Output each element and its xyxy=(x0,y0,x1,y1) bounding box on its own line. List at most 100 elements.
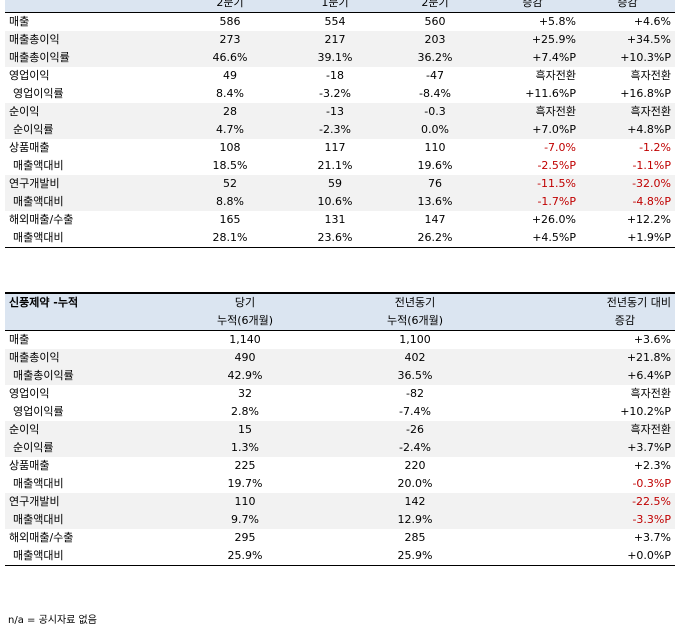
row-label: 상품매출 xyxy=(9,141,50,154)
row-label: 매출액대비 xyxy=(5,229,175,248)
table-cell: -1.1%P xyxy=(632,159,671,172)
column-header: 증감 xyxy=(515,312,675,331)
table-row: 영업이익률 2.8% -7.4% +10.2%P xyxy=(5,403,675,421)
row-label: 매출액대비 xyxy=(13,477,64,490)
table-cell: +11.6%P xyxy=(525,87,576,100)
table-cell: 117 xyxy=(324,141,346,154)
table-cell: +3.6% xyxy=(633,333,671,346)
row-label: 해외매출/수출 xyxy=(9,213,74,226)
table-cell: +25.9% xyxy=(485,31,580,49)
column-header: 증감 xyxy=(485,0,580,13)
table-cell: 147 xyxy=(424,213,446,226)
table-cell: 28 xyxy=(175,103,285,121)
table-cell: -22.5% xyxy=(515,493,675,511)
table-row: 연구개발비 52 59 76 -11.5% -32.0% xyxy=(5,175,675,193)
table-row: 매출 586 554 560 +5.8% +4.6% xyxy=(5,13,675,32)
table-cell: 46.6% xyxy=(175,49,285,67)
table-cell: -0.3%P xyxy=(632,477,671,490)
table-cell: 295 xyxy=(234,531,256,544)
table-cell: 1,140 xyxy=(229,333,261,346)
header-row: 신풍제약 -누적 당기 전년동기 전년동기 대비 xyxy=(5,292,675,312)
table-cell: 217 xyxy=(285,31,385,49)
table-cell: 220 xyxy=(404,459,426,472)
column-header: 누적(6개월) xyxy=(175,312,315,331)
table-cell: -7.4% xyxy=(399,405,431,418)
table-cell: 52 xyxy=(175,175,285,193)
table-cell: -2.5%P xyxy=(537,159,576,172)
cumulative-table: 신풍제약 -누적 당기 전년동기 전년동기 대비 누적(6개월) 누적(6개월) 증감 매출 1… xyxy=(5,292,675,566)
table-cell: +7.0%P xyxy=(485,121,580,139)
table-cell: +7.4%P xyxy=(485,49,580,67)
table-cell: 49 xyxy=(223,69,237,82)
table-cell: -2.3% xyxy=(285,121,385,139)
table-cell: 554 xyxy=(324,15,346,28)
table-cell: 42.9% xyxy=(175,367,315,385)
table-cell: 39.1% xyxy=(285,49,385,67)
header-row: 누적(6개월) 누적(6개월) 증감 xyxy=(5,312,675,331)
table-cell: 18.5% xyxy=(212,159,248,172)
table-row: 해외매출/수출 165 131 147 +26.0% +12.2% xyxy=(5,211,675,229)
table-cell: -2.4% xyxy=(315,439,515,457)
table-cell: -47 xyxy=(426,69,444,82)
table-cell: 59 xyxy=(285,175,385,193)
table-cell: -13 xyxy=(285,103,385,121)
table-row: 매출액대비 19.7% 20.0% -0.3%P xyxy=(5,475,675,493)
table-row: 매출액대비 28.1% 23.6% 26.2% +4.5%P +1.9%P xyxy=(5,229,675,248)
table-cell: 36.2% xyxy=(385,49,485,67)
table-cell: +4.5%P xyxy=(485,229,580,248)
table-cell: 흑자전환 xyxy=(630,69,671,82)
table-row: 해외매출/수출 295 285 +3.7% xyxy=(5,529,675,547)
row-label: 연구개발비 xyxy=(5,175,175,193)
table-row: 매출총이익 490 402 +21.8% xyxy=(5,349,675,367)
table-row: 영업이익률 8.4% -3.2% -8.4% +11.6%P +16.8%P xyxy=(5,85,675,103)
table-cell: -8.4% xyxy=(419,87,451,100)
row-label: 순이익률 xyxy=(5,439,175,457)
row-label: 영업이익률 xyxy=(13,87,64,100)
table-cell: 23.6% xyxy=(285,229,385,248)
table-row: 매출총이익률 42.9% 36.5% +6.4%P xyxy=(5,367,675,385)
table-cell: 225 xyxy=(234,459,256,472)
table-cell: +3.7%P xyxy=(515,439,675,457)
table-row: 매출액대비 8.8% 10.6% 13.6% -1.7%P -4.8%P xyxy=(5,193,675,211)
table-row: 매출총이익률 46.6% 39.1% 36.2% +7.4%P +10.3%P xyxy=(5,49,675,67)
table-cell: +34.5% xyxy=(580,31,675,49)
row-label: 매출액대비 xyxy=(5,511,175,529)
table-cell: -3.3%P xyxy=(515,511,675,529)
table-cell: -0.3 xyxy=(385,103,485,121)
table-cell: 8.4% xyxy=(216,87,244,100)
table-cell: 32 xyxy=(238,387,252,400)
table-cell: 8.8% xyxy=(175,193,285,211)
table-cell: +4.8%P xyxy=(580,121,675,139)
quarterly-table: 2분기 1분기 2분기 증감 증감 매출 586 554 560 +5.8% +4.6% 매출총이익 2… xyxy=(5,0,675,248)
table-cell: +16.8%P xyxy=(620,87,671,100)
table-cell: 1,100 xyxy=(399,333,431,346)
table-cell: 28.1% xyxy=(175,229,285,248)
row-label: 매출 xyxy=(9,15,30,28)
row-label: 영업이익 xyxy=(9,69,50,82)
table-cell: 560 xyxy=(424,15,446,28)
table-row: 매출 1,140 1,100 +3.6% xyxy=(5,331,675,350)
table-cell: 20.0% xyxy=(397,477,433,490)
table-cell: 36.5% xyxy=(315,367,515,385)
table-cell: -32.0% xyxy=(580,175,675,193)
table-row: 연구개발비 110 142 -22.5% xyxy=(5,493,675,511)
table-cell: 19.7% xyxy=(227,477,263,490)
row-label: 영업이익률 xyxy=(13,405,64,418)
column-header: 당기 xyxy=(175,292,315,312)
table-cell: 165 xyxy=(219,213,241,226)
row-label: 연구개발비 xyxy=(5,493,175,511)
table-cell: 131 xyxy=(324,213,346,226)
table-row: 매출액대비 18.5% 21.1% 19.6% -2.5%P -1.1%P xyxy=(5,157,675,175)
row-label: 해외매출/수출 xyxy=(9,531,74,544)
row-label: 매출총이익률 xyxy=(5,367,175,385)
table-cell: -1.2% xyxy=(639,141,671,154)
table-cell: 76 xyxy=(385,175,485,193)
table-cell: -3.2% xyxy=(319,87,351,100)
table-cell: -1.7%P xyxy=(485,193,580,211)
row-label: 매출총이익 xyxy=(5,31,175,49)
header-spacer xyxy=(5,312,175,331)
table-row: 순이익률 1.3% -2.4% +3.7%P xyxy=(5,439,675,457)
table-cell: 273 xyxy=(175,31,285,49)
table-row: 순이익 15 -26 흑자전환 xyxy=(5,421,675,439)
